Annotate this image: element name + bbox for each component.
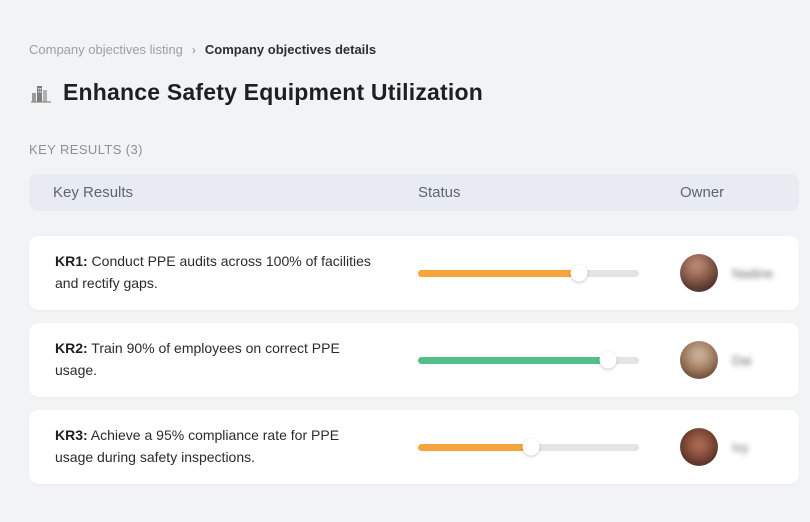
chevron-right-icon: › (191, 42, 196, 57)
slider-thumb[interactable] (570, 264, 588, 282)
key-result-row-kr1[interactable]: KR1: Conduct PPE audits across 100% of f… (29, 236, 799, 310)
progress-fill (418, 269, 580, 277)
key-result-row-kr3[interactable]: KR3: Achieve a 95% compliance rate for P… (29, 410, 799, 484)
slider-thumb[interactable] (599, 351, 617, 369)
status-cell (418, 351, 680, 369)
owner-avatar (680, 254, 718, 292)
key-result-text: KR1: Conduct PPE audits across 100% of f… (29, 237, 418, 308)
status-cell (418, 264, 680, 282)
progress-slider[interactable] (418, 264, 639, 282)
breadcrumb-current-objectives-details: Company objectives details (204, 42, 377, 57)
kr-description: Conduct PPE audits across 100% of facili… (55, 253, 371, 291)
key-results-section-label: KEY RESULTS (3) (29, 142, 143, 157)
buildings-icon (29, 81, 53, 105)
column-header-owner: Owner (680, 184, 725, 201)
kr-description: Achieve a 95% compliance rate for PPE us… (55, 427, 340, 465)
owner-name: Ivy (732, 439, 749, 455)
owner-name: Dai (732, 352, 752, 368)
column-header-status: Status (418, 184, 461, 201)
kr-description: Train 90% of employees on correct PPE us… (55, 340, 340, 378)
owner-cell: Nadine (680, 254, 799, 292)
breadcrumb: Company objectives listing › Company obj… (29, 42, 795, 57)
progress-fill (418, 443, 531, 451)
page-header: Enhance Safety Equipment Utilization (29, 79, 795, 106)
owner-avatar (680, 428, 718, 466)
kr-label: KR1: (55, 253, 88, 270)
key-results-list: KR1: Conduct PPE audits across 100% of f… (29, 236, 799, 484)
kr-label: KR3: (55, 427, 88, 444)
progress-fill (418, 356, 609, 364)
breadcrumb-link-objectives-listing[interactable]: Company objectives listing (29, 42, 183, 57)
key-result-text: KR2: Train 90% of employees on correct P… (29, 324, 418, 395)
progress-slider[interactable] (418, 438, 639, 456)
progress-slider[interactable] (418, 351, 639, 369)
owner-name: Nadine (732, 265, 774, 281)
slider-thumb[interactable] (522, 438, 540, 456)
key-result-row-kr2[interactable]: KR2: Train 90% of employees on correct P… (29, 323, 799, 397)
table-header: Key Results Status Owner (29, 174, 799, 211)
owner-cell: Ivy (680, 428, 799, 466)
column-header-key-results: Key Results (53, 184, 134, 201)
owner-avatar (680, 341, 718, 379)
status-cell (418, 438, 680, 456)
kr-label: KR2: (55, 340, 88, 357)
owner-cell: Dai (680, 341, 799, 379)
page-title: Enhance Safety Equipment Utilization (63, 79, 483, 105)
objective-details-page: Company objectives listing › Company obj… (29, 42, 799, 484)
key-result-text: KR3: Achieve a 95% compliance rate for P… (29, 411, 418, 482)
